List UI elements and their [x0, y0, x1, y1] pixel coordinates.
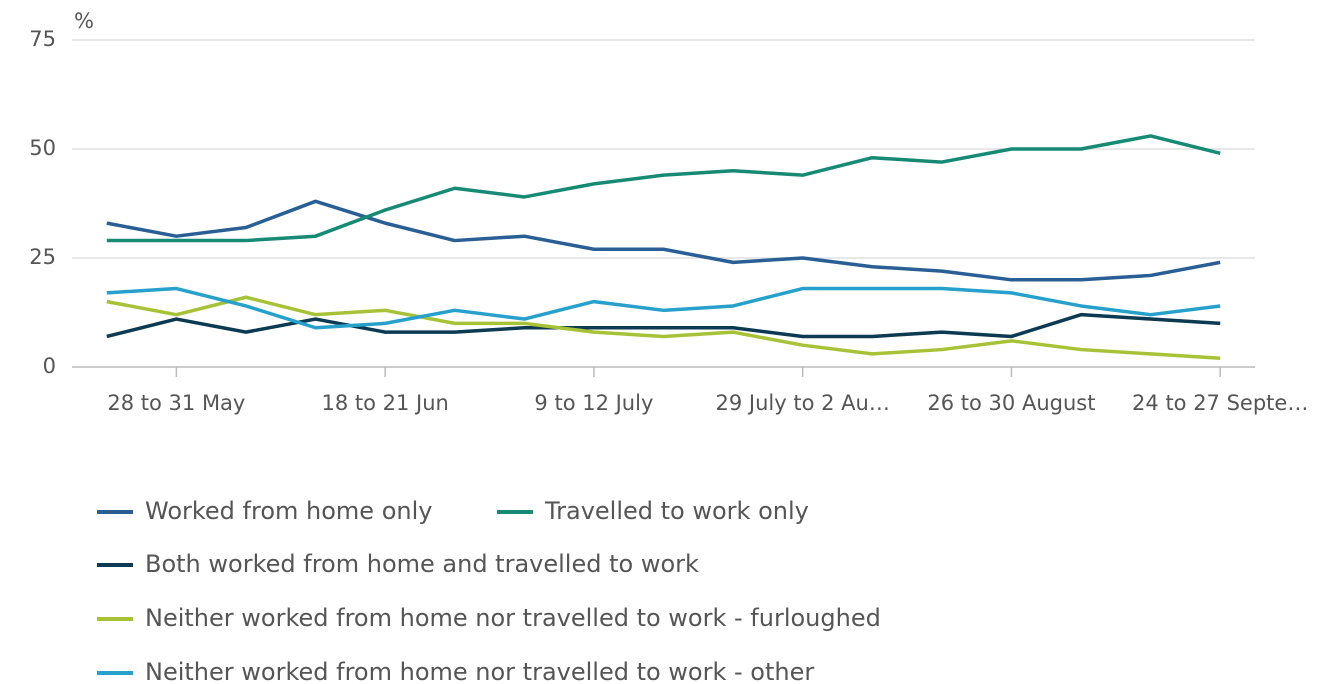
y-tick-label: 0	[43, 354, 56, 378]
series-line	[106, 295, 1221, 361]
series-line	[106, 199, 1221, 282]
series-line	[106, 134, 1221, 243]
x-tick-label: 29 July to 2 Au…	[716, 391, 890, 415]
x-tick-label: 18 to 21 Jun	[321, 391, 448, 415]
legend-label: Worked from home only	[145, 497, 432, 525]
x-tick-label: 26 to 30 August	[927, 391, 1095, 415]
y-tick-label: 50	[29, 136, 56, 160]
legend-label: Neither worked from home nor travelled t…	[145, 658, 814, 684]
series-line	[106, 286, 1221, 330]
legend-label: Neither worked from home nor travelled t…	[145, 604, 881, 632]
y-axis-label: %	[74, 9, 94, 33]
x-tick-label: 9 to 12 July	[534, 391, 653, 415]
y-tick-label: 75	[29, 27, 56, 51]
x-tick-label: 28 to 31 May	[107, 391, 245, 415]
legend-label: Travelled to work only	[544, 497, 809, 525]
x-tick-label: 24 to 27 Septe…	[1132, 391, 1308, 415]
series-line	[106, 312, 1221, 339]
y-tick-label: 25	[29, 245, 56, 269]
legend-label: Both worked from home and travelled to w…	[145, 550, 699, 578]
